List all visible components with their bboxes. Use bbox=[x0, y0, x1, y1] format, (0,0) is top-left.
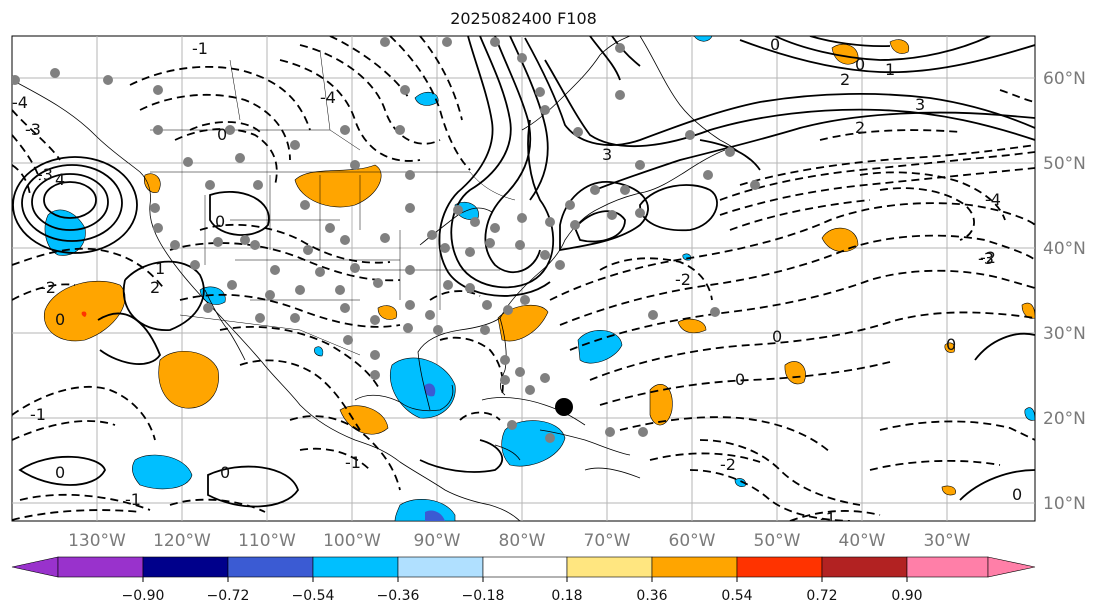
lat-label: 20°N bbox=[1043, 409, 1086, 429]
lon-label: 80°W bbox=[499, 531, 546, 551]
colorbar-segment bbox=[906, 556, 989, 578]
colorbar-tick-label: 0.72 bbox=[806, 588, 837, 604]
colorbar-segment bbox=[566, 556, 653, 578]
contour-label: 0 bbox=[55, 463, 65, 482]
contour-label: -1 bbox=[345, 453, 361, 472]
colorbar-segment bbox=[651, 556, 738, 578]
colorbar-segment bbox=[11, 556, 59, 578]
lat-label: 30°N bbox=[1043, 324, 1086, 344]
contour-label: 2 bbox=[150, 278, 160, 297]
negative-anomaly-fills bbox=[44, 36, 1035, 521]
contour-label: 3 bbox=[602, 145, 612, 164]
contour-label: 0 bbox=[770, 35, 780, 54]
lon-label: 120°W bbox=[153, 531, 211, 551]
colorbar-segment bbox=[736, 556, 823, 578]
contour-label: 4 bbox=[55, 170, 65, 189]
contour-label: -3 bbox=[25, 120, 41, 139]
colorbar-segment bbox=[397, 556, 484, 578]
colorbar-tick-label: 0.36 bbox=[636, 588, 667, 604]
storm-center-marker bbox=[555, 398, 573, 416]
map-title: 2025082400 F108 bbox=[450, 9, 597, 28]
contour-label: -4 bbox=[12, 93, 28, 112]
observation-dots bbox=[12, 37, 760, 443]
colorbar-segment bbox=[987, 556, 1036, 578]
lon-label: 110°W bbox=[238, 531, 296, 551]
colorbar-tick-label: −0.54 bbox=[292, 588, 335, 604]
lat-label: 40°N bbox=[1043, 239, 1086, 259]
contour-label: 0 bbox=[55, 310, 65, 329]
colorbar-tick-label: −0.36 bbox=[377, 588, 420, 604]
contour-label: -2 bbox=[720, 455, 736, 474]
contour-label: -3 bbox=[37, 165, 53, 184]
contour-label: 0 bbox=[735, 370, 745, 389]
colorbar-ticks bbox=[142, 577, 908, 582]
contour-label: 0 bbox=[1012, 485, 1022, 504]
contour-label: 0 bbox=[946, 335, 956, 354]
lon-label: 40°W bbox=[839, 531, 886, 551]
contour-label-group: -1 -1 -2 -3 -4 0 0 0 0 0 0 0 0 1 2 2 3 3… bbox=[12, 35, 1022, 528]
contour-label: -1 bbox=[192, 39, 208, 58]
lat-label: 50°N bbox=[1043, 154, 1086, 174]
contour-label: 2 bbox=[855, 118, 865, 137]
strong-positive-fill bbox=[81, 311, 87, 317]
colorbar-tick-label: −0.90 bbox=[122, 588, 165, 604]
contour-label: -2 bbox=[675, 270, 691, 289]
lat-label: 60°N bbox=[1043, 69, 1086, 89]
lat-label: 10°N bbox=[1043, 494, 1086, 514]
colorbar-segment bbox=[312, 556, 399, 578]
colorbar-segment bbox=[227, 556, 314, 578]
contour-label: 2 bbox=[840, 70, 850, 89]
colorbar-tick-label: 0.54 bbox=[721, 588, 752, 604]
strong-negative-fills bbox=[424, 383, 445, 521]
colorbar-segment bbox=[57, 556, 144, 578]
colorbar-tick-label: −0.18 bbox=[462, 588, 505, 604]
contour-label: 3 bbox=[915, 95, 925, 114]
contour-label: 0 bbox=[215, 212, 225, 231]
contour-label: -1 bbox=[30, 405, 46, 424]
contour-label: 1 bbox=[155, 259, 165, 278]
longitude-axis: 130°W 120°W 110°W 100°W 90°W 80°W 70°W 6… bbox=[68, 531, 971, 551]
contour-label: -1 bbox=[820, 509, 836, 528]
lon-label: 30°W bbox=[924, 531, 971, 551]
lon-label: 90°W bbox=[414, 531, 461, 551]
contour-label: -2 bbox=[980, 248, 996, 267]
positive-anomaly-fills bbox=[43, 39, 1035, 496]
contour-label: -4 bbox=[320, 88, 336, 107]
contour-label: -2 bbox=[40, 278, 56, 297]
lon-label: 60°W bbox=[669, 531, 716, 551]
contour-label: 0 bbox=[220, 463, 230, 482]
lon-label: 70°W bbox=[584, 531, 631, 551]
colorbar-tick-label: −0.72 bbox=[207, 588, 250, 604]
colorbar-segment bbox=[821, 556, 908, 578]
contour-label: -3 bbox=[978, 249, 994, 268]
colorbar-segment bbox=[482, 556, 568, 578]
political-borders bbox=[150, 49, 516, 356]
contour-label: 0 bbox=[217, 125, 227, 144]
graticule bbox=[12, 36, 1035, 521]
lon-label: 50°W bbox=[754, 531, 801, 551]
latitude-axis: 60°N 50°N 40°N 30°N 20°N 10°N bbox=[1043, 69, 1086, 514]
colorbar-tick-label: 0.90 bbox=[891, 588, 922, 604]
contour-label: 0 bbox=[855, 55, 865, 74]
contour-label: 0 bbox=[772, 327, 782, 346]
solid-contours bbox=[12, 36, 1035, 508]
contour-label: 1 bbox=[885, 60, 895, 79]
contour-label: -4 bbox=[985, 190, 1001, 209]
colorbar bbox=[11, 556, 1036, 578]
lon-label: 100°W bbox=[323, 531, 381, 551]
colorbar-labels: −0.90 −0.72 −0.54 −0.36 −0.18 0.18 0.36 … bbox=[122, 588, 923, 604]
contour-label: -1 bbox=[125, 490, 141, 509]
colorbar-tick-label: 0.18 bbox=[551, 588, 582, 604]
lon-label: 130°W bbox=[68, 531, 126, 551]
colorbar-segment bbox=[142, 556, 229, 578]
